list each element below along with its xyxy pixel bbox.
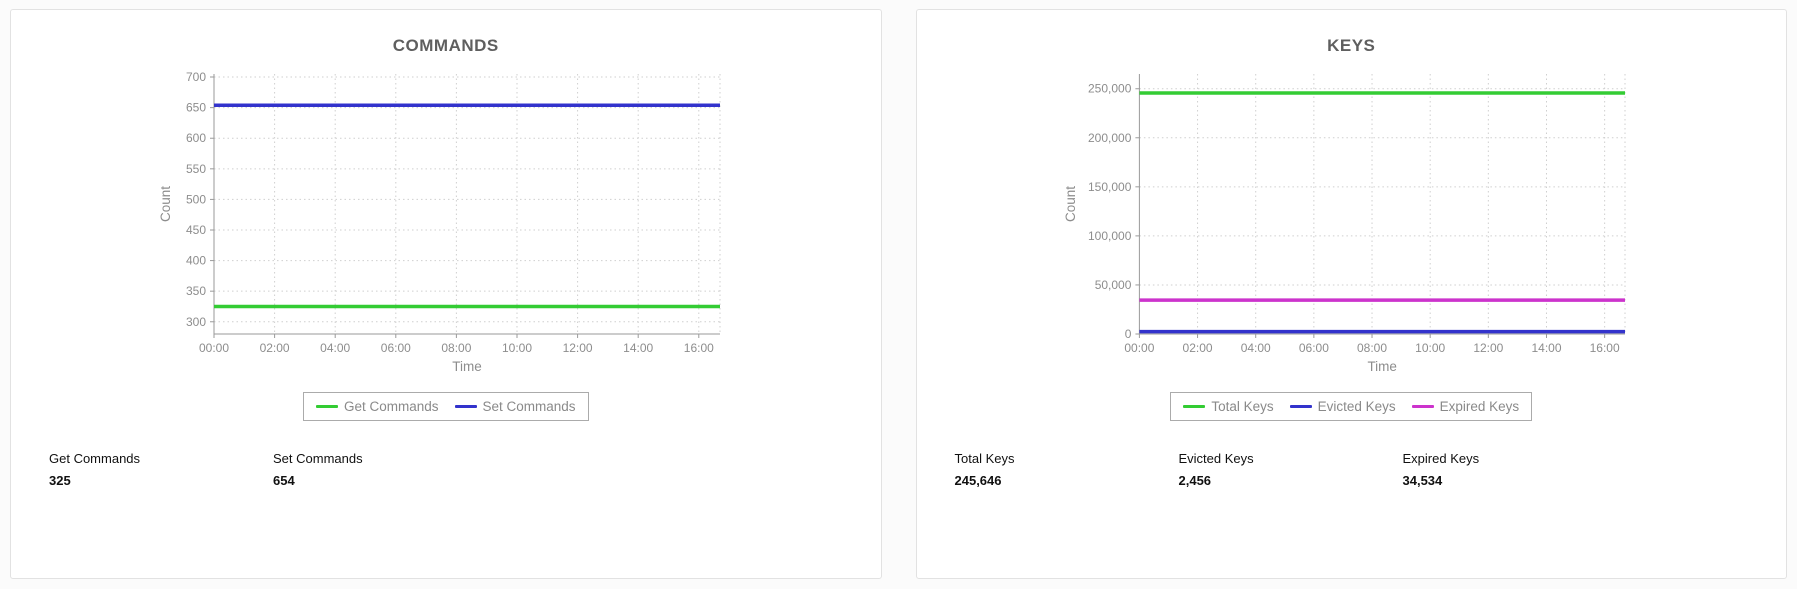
svg-text:500: 500: [186, 192, 206, 206]
legend-item[interactable]: Set Commands: [454, 399, 576, 414]
keys-legend: Total Keys Evicted Keys Expired Keys: [1170, 392, 1533, 421]
keys-chart-canvas: 0 50,000 100,000 150,000 200,000 250,000 00:00…: [1063, 74, 1626, 374]
svg-text:12:00: 12:00: [1474, 341, 1504, 355]
svg-text:14:00: 14:00: [623, 341, 653, 355]
legend-label: Set Commands: [482, 399, 576, 414]
svg-text:08:00: 08:00: [1357, 341, 1387, 355]
keys-legend-row: Total Keys Evicted Keys Expired Keys: [917, 392, 1787, 421]
svg-text:300: 300: [186, 315, 206, 329]
svg-text:02:00: 02:00: [1183, 341, 1213, 355]
legend-swatch-icon: [1289, 405, 1312, 408]
svg-text:Count: Count: [1063, 186, 1078, 222]
svg-text:16:00: 16:00: [1590, 341, 1620, 355]
svg-text:50,000: 50,000: [1095, 278, 1132, 292]
stat-value: 325: [49, 473, 71, 488]
svg-text:04:00: 04:00: [1241, 341, 1271, 355]
svg-text:00:00: 00:00: [199, 341, 229, 355]
legend-swatch-icon: [315, 405, 338, 408]
stat-value: 34,534: [1402, 473, 1443, 488]
svg-text:Count: Count: [158, 186, 173, 222]
stat-label: Get Commands: [49, 451, 141, 466]
svg-text:200,000: 200,000: [1088, 131, 1132, 145]
svg-text:550: 550: [186, 162, 206, 176]
legend-label: Expired Keys: [1439, 399, 1520, 414]
commands-legend-row: Get Commands Set Commands: [11, 392, 881, 421]
legend-label: Evicted Keys: [1317, 399, 1396, 414]
stat-label: Set Commands: [273, 451, 363, 466]
legend-item[interactable]: Expired Keys: [1411, 399, 1520, 414]
stat-set-commands: Set Commands 654: [273, 451, 497, 488]
legend-swatch-icon: [1183, 405, 1206, 408]
svg-text:16:00: 16:00: [684, 341, 714, 355]
stat-label: Total Keys: [954, 451, 1015, 466]
svg-text:Time: Time: [452, 359, 482, 374]
stat-total-keys: Total Keys 245,646: [955, 451, 1179, 488]
stat-value: 2,456: [1178, 473, 1212, 488]
commands-legend: Get Commands Set Commands: [302, 392, 589, 421]
legend-item[interactable]: Total Keys: [1183, 399, 1274, 414]
commands-chart-title: COMMANDS: [392, 36, 499, 55]
legend-swatch-icon: [1411, 405, 1434, 408]
stat-label: Expired Keys: [1402, 451, 1480, 466]
stat-get-commands: Get Commands 325: [49, 451, 273, 488]
stat-evicted-keys: Evicted Keys 2,456: [1179, 451, 1403, 488]
svg-text:10:00: 10:00: [502, 341, 532, 355]
commands-chart-canvas: 300 350 400 450 500 550 600 650 700 00:00 02:00 04:…: [158, 70, 721, 374]
legend-swatch-icon: [454, 405, 477, 408]
stat-label: Evicted Keys: [1178, 451, 1254, 466]
legend-item[interactable]: Get Commands: [315, 399, 439, 414]
legend-label: Get Commands: [343, 399, 439, 414]
keys-chart-area: 0 50,000 100,000 150,000 200,000 250,000 00:00…: [917, 64, 1787, 382]
stat-expired-keys: Expired Keys 34,534: [1403, 451, 1627, 488]
keys-panel: KEYS 0 50,000 100,000 150,000 200,000 250,000…: [915, 9, 1787, 579]
svg-text:06:00: 06:00: [1299, 341, 1329, 355]
stat-value: 245,646: [954, 473, 1002, 488]
svg-text:650: 650: [186, 101, 206, 115]
svg-text:700: 700: [186, 70, 206, 84]
commands-panel: COMMANDS 300 350 400 450 500 550 600 650 700 00:0…: [10, 9, 882, 579]
svg-text:02:00: 02:00: [259, 341, 289, 355]
svg-text:400: 400: [186, 254, 206, 268]
stat-value: 654: [273, 473, 295, 488]
svg-text:10:00: 10:00: [1415, 341, 1445, 355]
svg-text:100,000: 100,000: [1088, 229, 1132, 243]
svg-text:14:00: 14:00: [1532, 341, 1562, 355]
legend-item[interactable]: Evicted Keys: [1289, 399, 1396, 414]
svg-text:350: 350: [186, 284, 206, 298]
svg-text:08:00: 08:00: [441, 341, 471, 355]
commands-stats-row: Get Commands 325 Set Commands 654: [11, 451, 881, 488]
commands-chart-area: 300 350 400 450 500 550 600 650 700 00:00 02:00 04:…: [11, 64, 881, 382]
svg-text:04:00: 04:00: [320, 341, 350, 355]
keys-chart-title: KEYS: [1327, 36, 1376, 55]
svg-text:Time: Time: [1368, 359, 1398, 374]
svg-text:0: 0: [1125, 327, 1132, 341]
legend-label: Total Keys: [1211, 399, 1274, 414]
svg-text:150,000: 150,000: [1088, 180, 1132, 194]
svg-text:600: 600: [186, 131, 206, 145]
svg-text:00:00: 00:00: [1125, 341, 1155, 355]
svg-text:250,000: 250,000: [1088, 82, 1132, 96]
svg-text:06:00: 06:00: [381, 341, 411, 355]
svg-text:450: 450: [186, 223, 206, 237]
keys-stats-row: Total Keys 245,646 Evicted Keys 2,456 Ex…: [917, 451, 1787, 488]
svg-text:12:00: 12:00: [562, 341, 592, 355]
